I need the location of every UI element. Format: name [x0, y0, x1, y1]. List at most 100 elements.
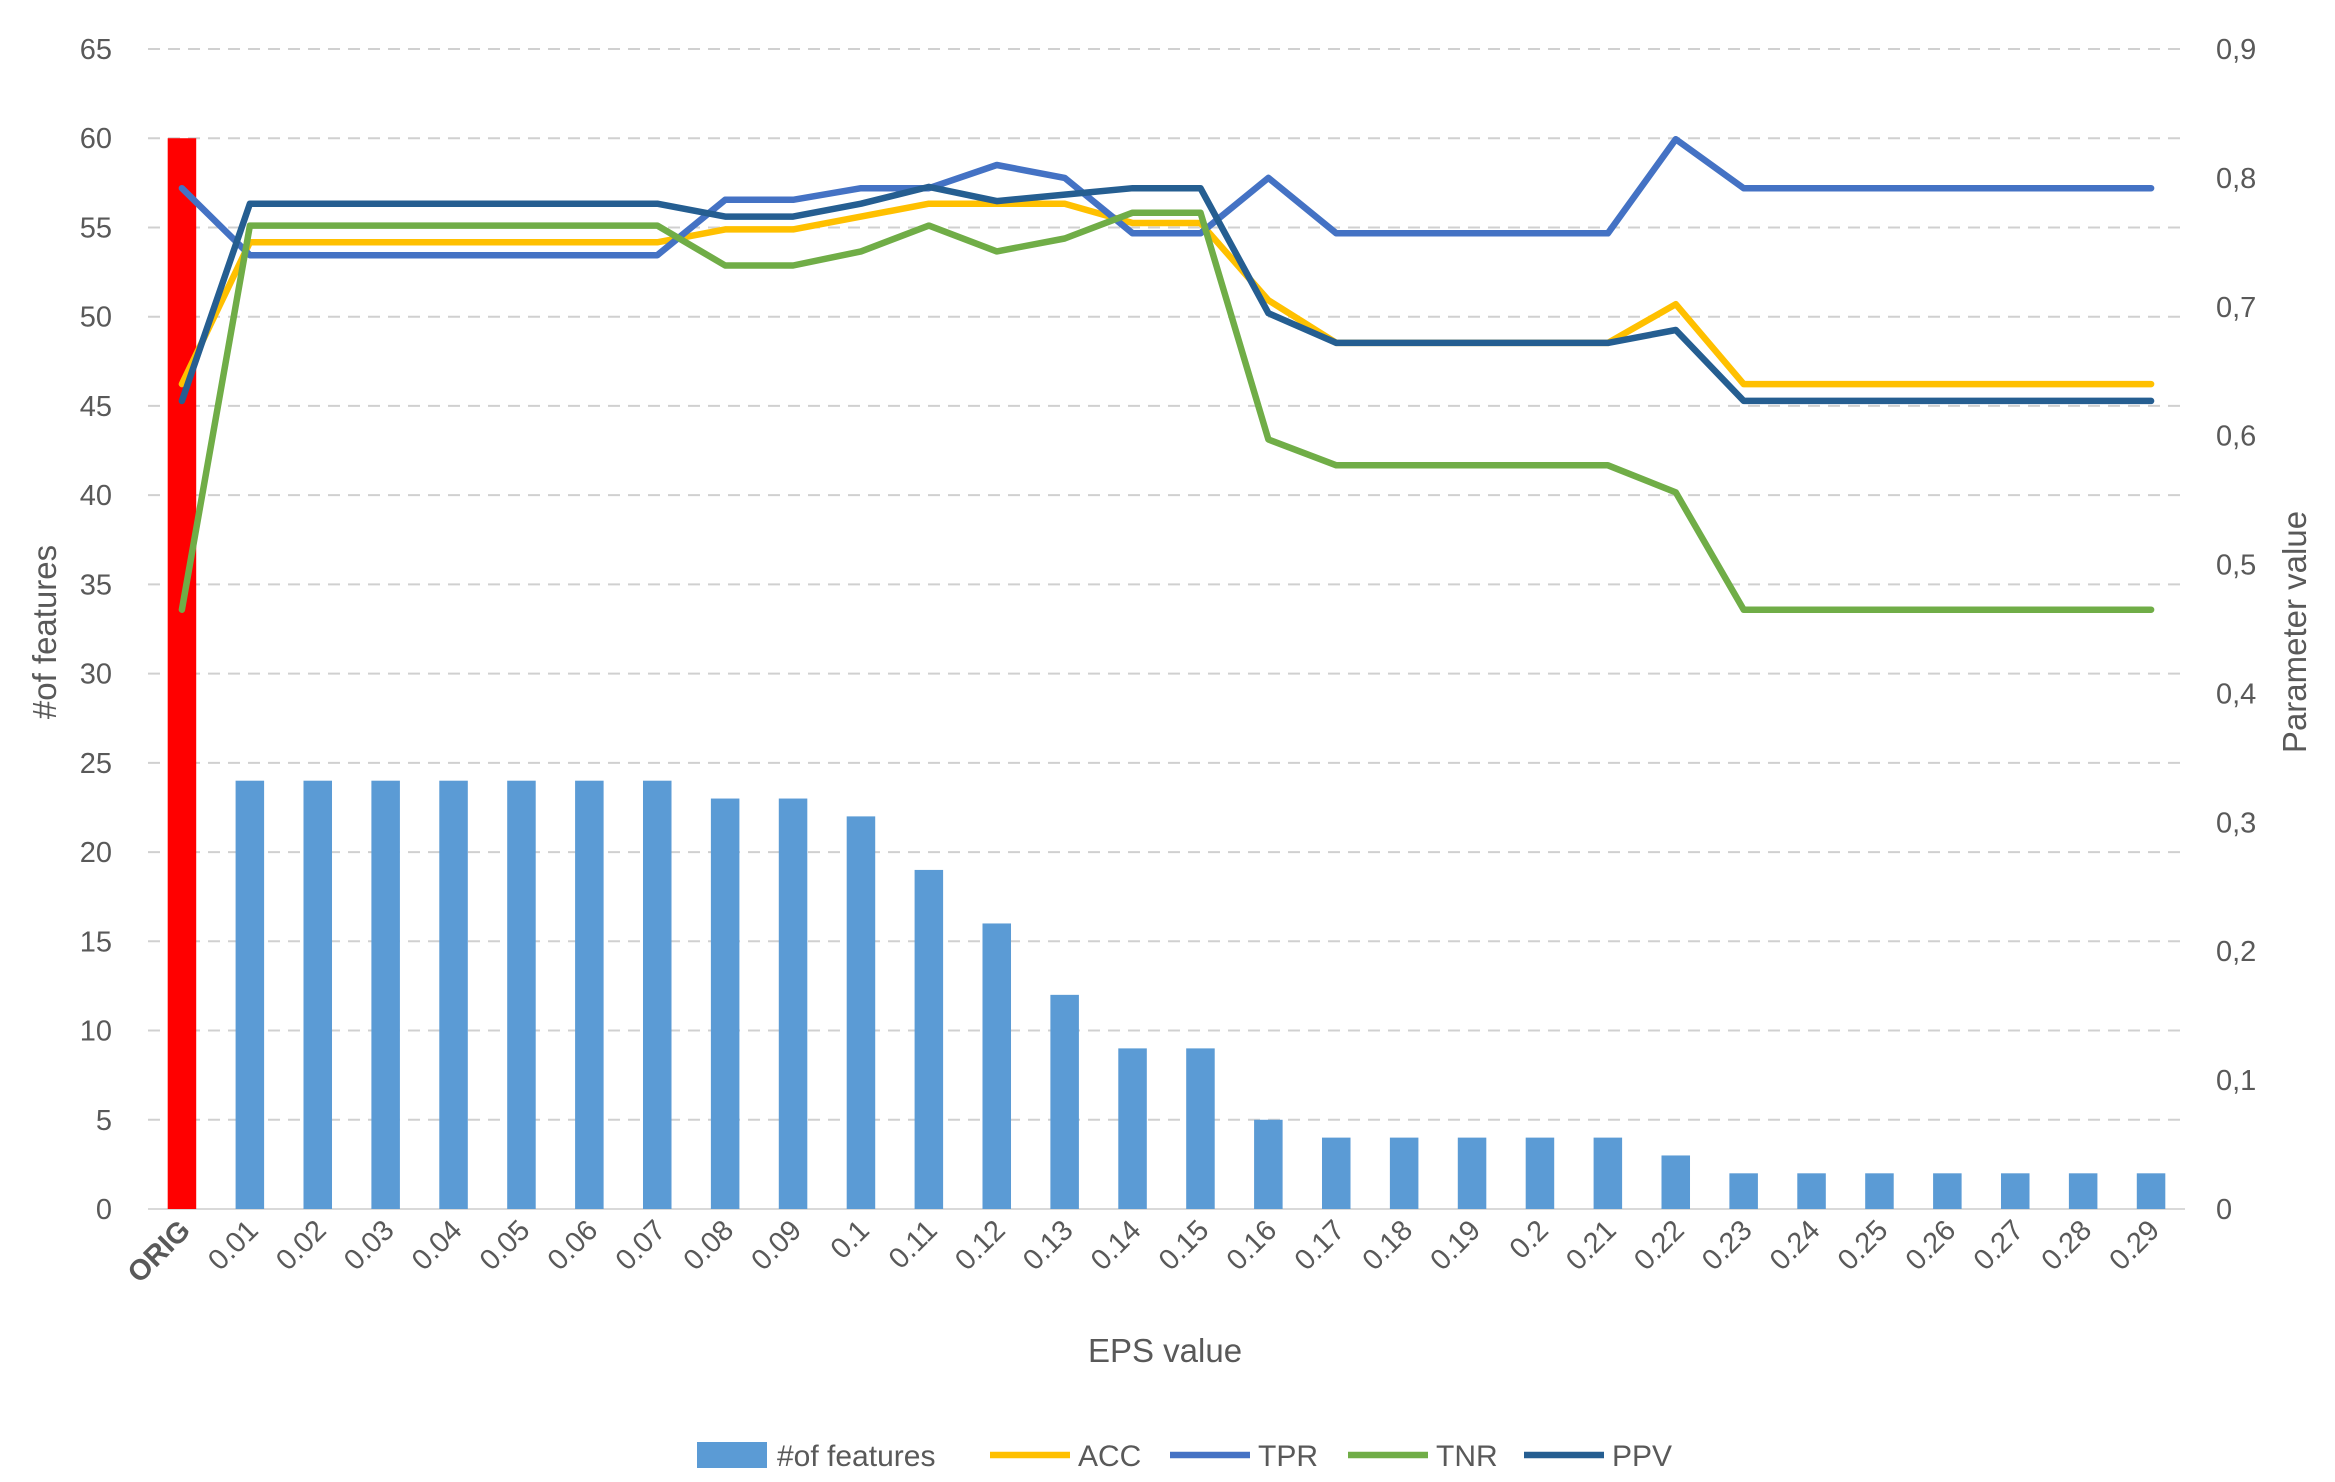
bar-0.01: [235, 780, 265, 1209]
x-tick-label: 0.01: [202, 1214, 265, 1277]
x-tick-label: 0.03: [338, 1214, 401, 1277]
y-right-tick-label: 0,6: [2216, 421, 2256, 453]
x-tick-label: ORIG: [122, 1214, 197, 1289]
bar-0.25: [1865, 1173, 1894, 1209]
y-right-tick-label: 0,8: [2216, 163, 2256, 195]
x-tick-label: 0.09: [745, 1214, 808, 1277]
bar-0.08: [710, 798, 740, 1209]
y-right-tick-label: 0,3: [2216, 807, 2256, 839]
bar-0.14: [1118, 1048, 1147, 1209]
x-tick-label: 0.28: [2036, 1214, 2099, 1277]
bar-0.23: [1729, 1173, 1758, 1209]
bar-0.29: [2136, 1173, 2166, 1209]
x-tick-label: 0.26: [1900, 1214, 1963, 1277]
x-tick-label: 0.2: [1504, 1214, 1555, 1265]
y-left-tick-label: 65: [80, 34, 112, 66]
right-axis-title: Parameter value: [2276, 511, 2313, 753]
y-left-tick-label: 60: [80, 123, 112, 155]
y-left-tick-label: 40: [80, 480, 112, 512]
bar-0.05: [507, 780, 536, 1209]
bar-0.18: [1389, 1137, 1419, 1209]
bar-0.28: [2068, 1173, 2098, 1209]
x-axis-ticks: ORIG 0.01 0.02 0.03 0.04 0.05 0.06 0.07 0.08 0.09…: [122, 1214, 2166, 1289]
x-tick-label: 0.24: [1764, 1214, 1827, 1277]
series-line-tpr: [178, 135, 2155, 259]
y-left-tick-label: 35: [80, 569, 112, 601]
y-left-tick-label: 55: [80, 212, 112, 244]
bar-0.04: [439, 780, 468, 1209]
bar-0.11: [914, 869, 944, 1209]
x-tick-label: 0.18: [1357, 1214, 1420, 1277]
x-tick-label: 0.11: [883, 1214, 944, 1275]
x-tick-label: 0.21: [1560, 1214, 1623, 1277]
left-axis-ticks: 0 5 10 15 20 25 30 35 40 45 50 55 60 65: [80, 34, 112, 1226]
x-tick-label: 0.23: [1696, 1214, 1759, 1277]
x-tick-label: 0.06: [542, 1214, 605, 1277]
y-left-tick-label: 50: [80, 302, 112, 334]
y-right-tick-label: 0,4: [2216, 678, 2256, 710]
legend-label: ACC: [1078, 1440, 1141, 1473]
legend-label: #of features: [777, 1440, 935, 1473]
bar-0.12: [982, 923, 1012, 1209]
series-line-acc: [178, 200, 2155, 388]
x-tick-label: 0.08: [678, 1214, 741, 1277]
bar-0.1: [846, 816, 876, 1209]
bar-0.16: [1254, 1119, 1283, 1209]
bar-0.21: [1593, 1137, 1623, 1209]
legend-label: TNR: [1436, 1440, 1498, 1473]
y-left-tick-label: 10: [80, 1016, 112, 1048]
y-right-tick-label: 0,5: [2216, 550, 2256, 582]
y-right-tick-label: 0,1: [2216, 1065, 2256, 1097]
y-left-tick-label: 20: [80, 837, 112, 869]
bar-0.03: [371, 780, 400, 1209]
y-left-tick-label: 15: [80, 926, 112, 958]
bar-0.07: [642, 780, 672, 1209]
bar-0.02: [303, 780, 333, 1209]
y-left-tick-label: 0: [96, 1194, 112, 1226]
bar-0.27: [2000, 1173, 2030, 1209]
y-left-tick-label: 5: [96, 1105, 112, 1137]
legend-swatch-features: [697, 1442, 767, 1468]
series-line-ppv: [178, 183, 2155, 405]
bar-0.19: [1457, 1137, 1487, 1209]
x-tick-label: 0.1: [825, 1214, 876, 1265]
bar-0.2: [1525, 1137, 1555, 1209]
x-tick-label: 0.13: [1017, 1214, 1080, 1277]
y-right-tick-label: 0,9: [2216, 34, 2256, 66]
x-tick-label: 0.04: [406, 1214, 469, 1277]
y-right-tick-label: 0,7: [2216, 292, 2256, 324]
x-tick-label: 0.27: [1968, 1214, 2031, 1277]
bar-0.26: [1933, 1173, 1962, 1209]
x-tick-label: 0.17: [1289, 1214, 1352, 1277]
legend: #of features ACC TPR TNR PPV: [697, 1440, 1672, 1473]
y-right-tick-label: 0,2: [2216, 936, 2256, 968]
x-tick-label: 0.29: [2103, 1214, 2166, 1277]
x-tick-label: 0.16: [1221, 1214, 1284, 1277]
bar-0.17: [1321, 1137, 1351, 1209]
bar-series-features: [167, 138, 2166, 1210]
bar-0.09: [778, 798, 808, 1209]
x-tick-label: 0.19: [1424, 1214, 1487, 1277]
x-tick-label: 0.14: [1085, 1214, 1148, 1277]
bar-0.06: [575, 780, 604, 1209]
x-axis-title: EPS value: [1088, 1332, 1242, 1369]
x-tick-label: 0.15: [1153, 1214, 1216, 1277]
bar-0.24: [1797, 1173, 1826, 1209]
right-axis-ticks: 0 0,1 0,2 0,3 0,4 0,5 0,6 0,7 0,8 0,9: [2216, 34, 2256, 1226]
y-right-tick-label: 0: [2216, 1194, 2232, 1226]
x-tick-label: 0.12: [949, 1214, 1012, 1277]
x-tick-label: 0.22: [1628, 1214, 1691, 1277]
y-left-tick-label: 30: [80, 659, 112, 691]
x-tick-label: 0.07: [610, 1214, 673, 1277]
bar-0.13: [1050, 994, 1079, 1209]
bar-0.15: [1186, 1048, 1215, 1209]
x-tick-label: 0.25: [1832, 1214, 1895, 1277]
bar-0.22: [1661, 1155, 1691, 1209]
bar-ORIG: [167, 138, 197, 1210]
gridlines: [148, 48, 2185, 1210]
legend-label: TPR: [1258, 1440, 1318, 1473]
left-axis-title: #of features: [26, 545, 63, 719]
x-tick-label: 0.02: [270, 1214, 333, 1277]
y-left-tick-label: 25: [80, 748, 112, 780]
